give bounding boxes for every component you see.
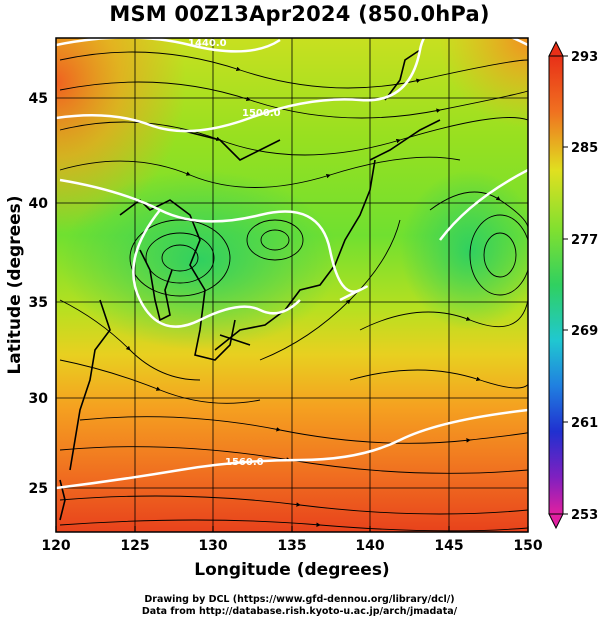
contour-label-1440: 1440.0	[188, 38, 227, 49]
colorbar-bar	[548, 55, 564, 515]
x-tick-label: 120	[41, 538, 70, 554]
colorbar	[548, 40, 568, 530]
y-tick-label: 35	[29, 295, 48, 311]
colorbar-label: 293	[571, 50, 598, 65]
x-tick-marks	[55, 526, 529, 532]
contour-label-1560: 1560.0	[225, 457, 264, 468]
cyclone-vortex	[129, 214, 528, 297]
x-tick-label: 130	[198, 538, 227, 554]
colorbar-label: 277	[571, 233, 598, 248]
x-axis-label: Longitude (degrees)	[194, 560, 389, 580]
credit-data-source: Data from http://database.rish.kyoto-u.a…	[141, 606, 458, 617]
contour-label-1500: 1500.0	[242, 108, 281, 119]
chart-title: MSM 00Z13Apr2024 (850.0hPa)	[109, 2, 490, 26]
y-tick-label: 25	[29, 481, 48, 497]
colorbar-label: 261	[571, 416, 598, 431]
wind-streamlines	[59, 51, 528, 532]
colorbar-label: 285	[571, 141, 598, 156]
credit-drawing: Drawing by DCL (https://www.gfd-dennou.o…	[144, 594, 455, 605]
y-tick-label: 30	[29, 391, 49, 407]
colorbar-ticks	[563, 55, 568, 515]
credits: Drawing by DCL (https://www.gfd-dennou.o…	[0, 594, 599, 618]
y-tick-label: 40	[29, 196, 49, 212]
temperature-shading	[56, 38, 528, 532]
coastlines	[59, 49, 441, 521]
x-tick-label: 125	[120, 538, 149, 554]
x-tick-label: 150	[513, 538, 542, 554]
colorbar-min-triangle	[548, 513, 564, 530]
colorbar-label: 269	[571, 324, 598, 339]
colorbar-max-triangle	[548, 40, 564, 57]
x-tick-label: 145	[434, 538, 463, 554]
x-tick-label: 135	[277, 538, 306, 554]
y-tick-label: 45	[29, 91, 48, 107]
colorbar-label: 253	[571, 508, 598, 523]
height-contours	[56, 38, 528, 490]
y-axis-label: Latitude (degrees)	[5, 195, 25, 374]
x-tick-label: 140	[355, 538, 384, 554]
